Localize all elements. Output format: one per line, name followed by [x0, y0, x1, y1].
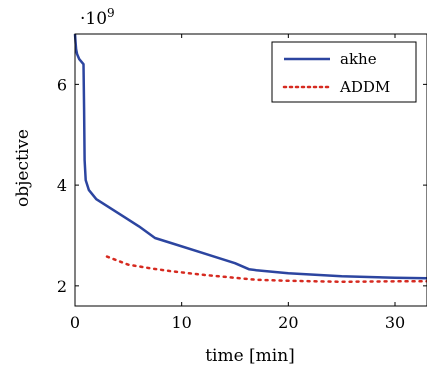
x-tick-label: 30 [385, 313, 405, 332]
legend-label-addm: ADDM [339, 78, 390, 96]
y-scale-factor: ·109 [80, 6, 115, 29]
x-axis-label: time [min] [205, 346, 295, 366]
series-line-addm [105, 255, 427, 284]
plot-lines [73, 33, 427, 284]
series-line-akhe [73, 33, 427, 280]
plot-frame [74, 33, 427, 307]
x-tick-label: 10 [171, 313, 191, 332]
x-tick-label: 20 [278, 313, 298, 332]
y-tick-label: 4 [57, 176, 67, 195]
axis-ticks: 0 10 20 30 2 4 6 [57, 34, 427, 332]
y-tick-label: 6 [57, 75, 67, 94]
x-tick-label: 0 [70, 313, 80, 332]
legend-label-akhe: akhe [340, 50, 377, 68]
y-tick-label: 2 [57, 277, 67, 296]
legend-box [271, 41, 417, 103]
legend: akhe ADDM [271, 41, 417, 103]
y-axis-label: objective [13, 129, 33, 207]
